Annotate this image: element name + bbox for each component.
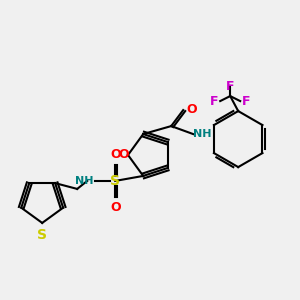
Text: F: F: [210, 94, 218, 108]
Text: O: O: [186, 103, 197, 116]
Text: NH: NH: [75, 176, 93, 186]
Text: NH: NH: [193, 129, 212, 139]
Text: O: O: [119, 148, 129, 161]
Text: O: O: [110, 201, 121, 214]
Text: O: O: [110, 148, 121, 161]
Text: F: F: [242, 94, 251, 108]
Text: S: S: [37, 228, 47, 242]
Text: F: F: [226, 80, 235, 93]
Text: S: S: [110, 174, 120, 188]
